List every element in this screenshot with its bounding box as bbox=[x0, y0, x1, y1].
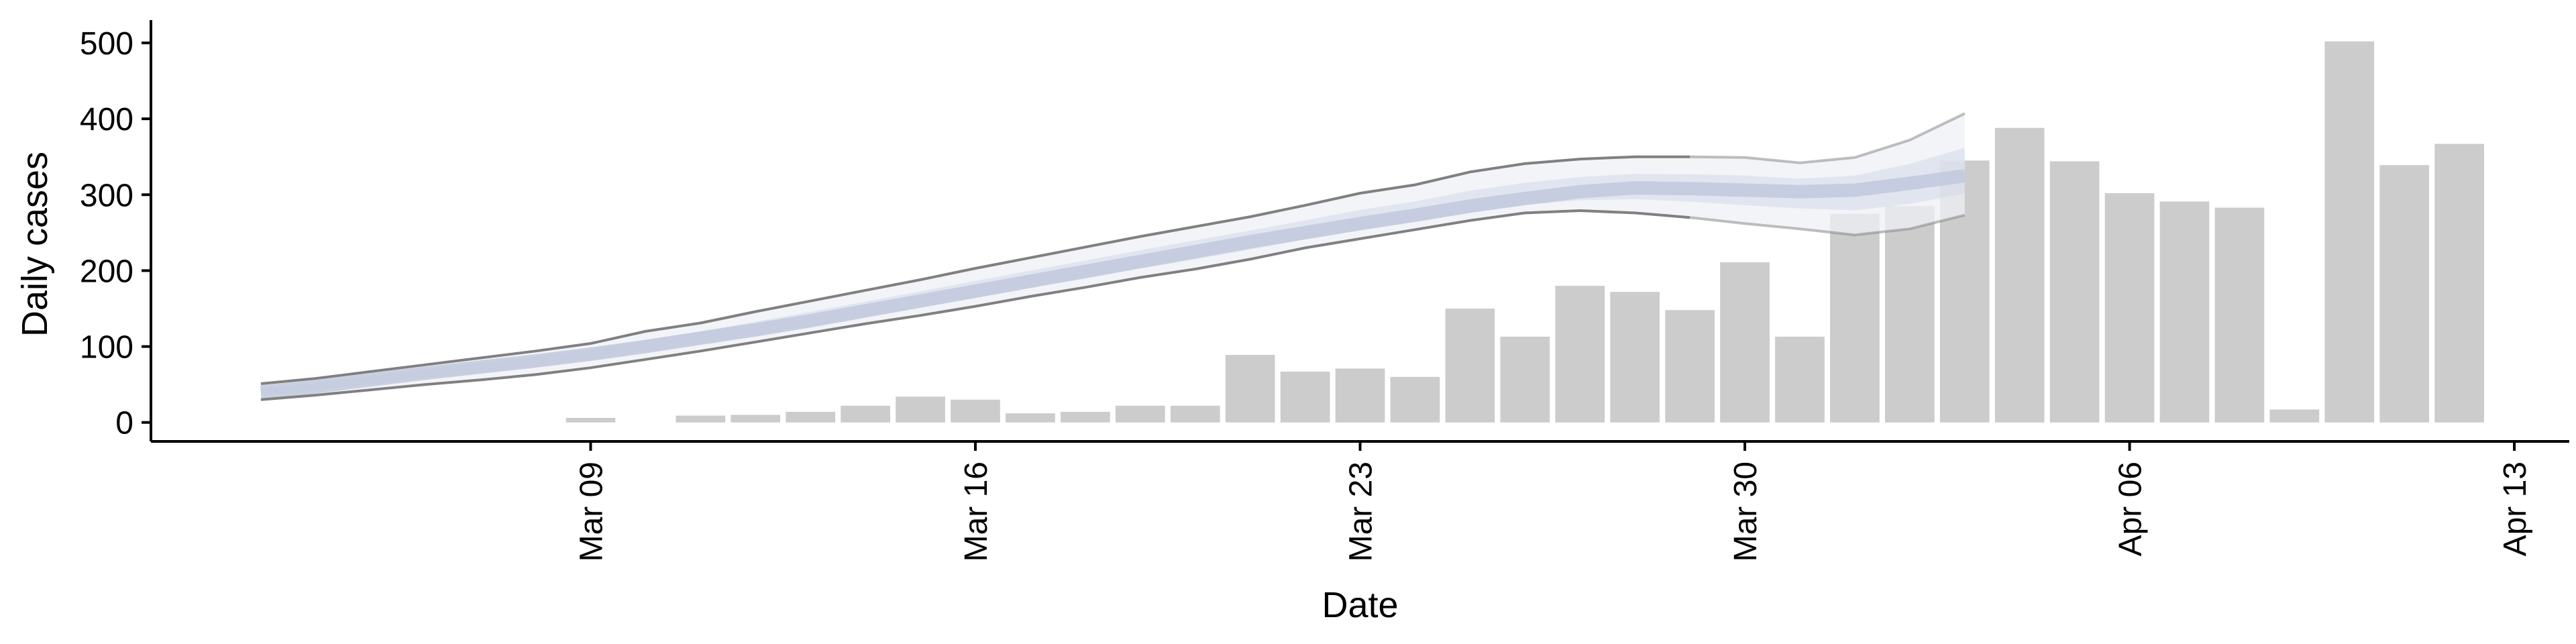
x-tick-label: Mar 23 bbox=[1344, 462, 1379, 561]
bar bbox=[2214, 207, 2265, 423]
bar bbox=[1335, 368, 1385, 423]
bar bbox=[1884, 206, 1935, 423]
bar bbox=[2434, 144, 2485, 423]
bar bbox=[1610, 292, 1660, 423]
bar bbox=[1170, 405, 1220, 423]
nowcast-lines bbox=[260, 112, 1966, 401]
bar bbox=[2049, 161, 2100, 423]
x-tick-label: Mar 30 bbox=[1728, 462, 1764, 561]
bar bbox=[731, 415, 781, 423]
bar bbox=[2269, 409, 2320, 423]
y-axis-ticks: 0 100 200 300 400 500 bbox=[80, 26, 151, 441]
bar bbox=[1665, 310, 1715, 423]
y-tick-label: 500 bbox=[80, 26, 133, 62]
bar bbox=[1225, 355, 1275, 423]
x-tick-label: Mar 09 bbox=[574, 462, 609, 561]
bar bbox=[1830, 213, 1880, 423]
nowcast-median-line bbox=[260, 169, 1966, 399]
bar bbox=[841, 405, 890, 423]
bar bbox=[896, 396, 945, 423]
bar bbox=[1500, 336, 1550, 423]
x-axis-title: Date bbox=[1322, 585, 1398, 625]
y-tick-label: 200 bbox=[80, 254, 133, 289]
bar bbox=[2324, 41, 2375, 423]
y-tick-label: 100 bbox=[80, 330, 133, 366]
x-tick-label: Mar 16 bbox=[959, 462, 994, 561]
bar bbox=[786, 411, 836, 423]
x-tick-label: Apr 13 bbox=[2498, 462, 2533, 556]
nowcast-upper-line-faded bbox=[1690, 112, 1966, 164]
bar bbox=[2104, 193, 2155, 423]
nowcast-lower-line bbox=[260, 209, 1690, 401]
y-tick-label: 400 bbox=[80, 102, 133, 138]
x-tick-label: Apr 06 bbox=[2113, 462, 2149, 556]
bar bbox=[1994, 127, 2045, 423]
bar bbox=[566, 417, 616, 423]
bar bbox=[676, 415, 726, 423]
bar bbox=[1060, 411, 1110, 423]
bar bbox=[1006, 413, 1055, 423]
bar-series bbox=[566, 41, 2485, 423]
bar bbox=[1445, 308, 1495, 423]
bar bbox=[2379, 165, 2430, 423]
nowcast-lower-line-faded bbox=[1689, 213, 1966, 237]
bar bbox=[1280, 371, 1330, 423]
bar bbox=[951, 399, 1000, 423]
y-tick-label: 0 bbox=[115, 406, 133, 441]
bar bbox=[2159, 201, 2210, 423]
bar bbox=[1775, 336, 1825, 423]
y-axis-title: Daily cases bbox=[15, 152, 55, 337]
bar bbox=[1555, 286, 1605, 423]
bar bbox=[1720, 262, 1770, 423]
bar bbox=[1390, 376, 1440, 423]
x-axis-ticks: Mar 09 Mar 16 Mar 23 Mar 30 Apr 06 Apr 13 bbox=[574, 441, 2533, 561]
bar bbox=[1115, 405, 1165, 423]
y-tick-label: 300 bbox=[80, 178, 133, 213]
nowcast-upper-line bbox=[260, 155, 1690, 385]
